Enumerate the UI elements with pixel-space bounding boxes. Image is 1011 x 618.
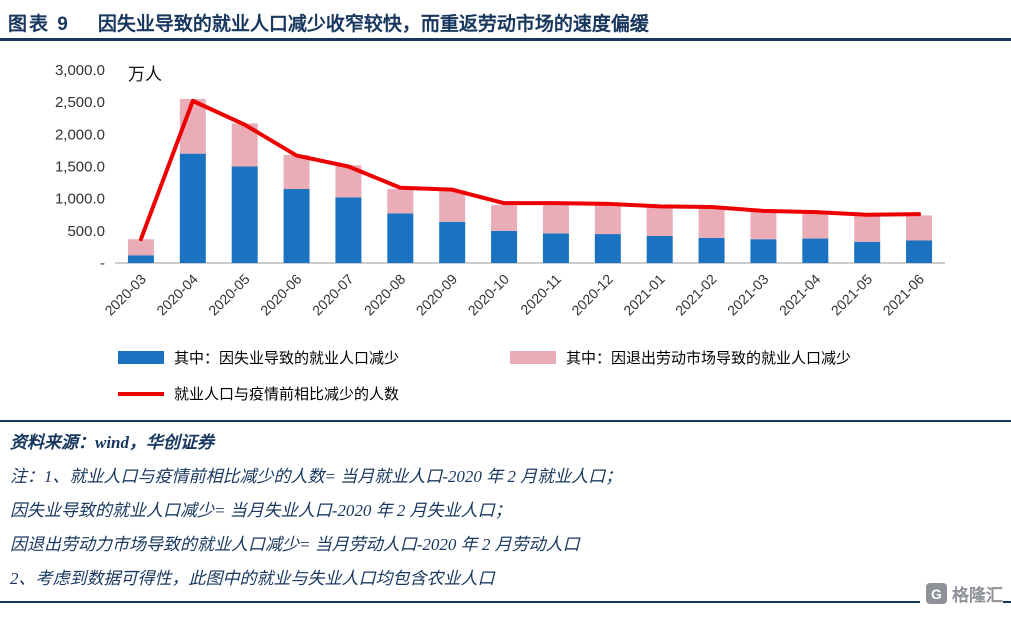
- svg-text:2021-06: 2021-06: [880, 271, 928, 319]
- svg-text:2021-05: 2021-05: [828, 271, 876, 319]
- chart-legend: 其中：因失业导致的就业人口减少 其中：因退出劳动市场导致的就业人口减少 就业人口…: [118, 347, 958, 419]
- legend-swatch-red-line: [118, 391, 164, 396]
- gelonghui-logo-icon: G: [926, 583, 947, 604]
- legend-item-total-decline-line: 就业人口与疫情前相比减少的人数: [118, 383, 399, 404]
- svg-text:2020-12: 2020-12: [568, 271, 616, 319]
- legend-label: 其中：因失业导致的就业人口减少: [174, 350, 400, 367]
- svg-text:2020-05: 2020-05: [205, 271, 253, 319]
- legend-row-2: 就业人口与疫情前相比减少的人数: [118, 383, 958, 404]
- y-axis-unit-label: 万人: [128, 65, 162, 84]
- svg-text:2020-03: 2020-03: [101, 271, 149, 319]
- chart-footer-divider: [0, 420, 1011, 422]
- svg-text:3,000.0: 3,000.0: [55, 62, 105, 79]
- chart-title-text: 因失业导致的就业人口减少收窄较快，而重返劳动市场的速度偏缓: [97, 14, 649, 35]
- svg-text:1,500.0: 1,500.0: [55, 159, 105, 176]
- svg-text:1,000.0: 1,000.0: [55, 191, 105, 208]
- svg-text:2,500.0: 2,500.0: [55, 94, 105, 111]
- note-line: 因失业导致的就业人口减少= 当月失业人口-2020 年 2 月失业人口；: [10, 501, 512, 520]
- svg-text:2020-04: 2020-04: [153, 271, 201, 319]
- legend-label: 就业人口与疫情前相比减少的人数: [174, 386, 400, 403]
- legend-row-1: 其中：因失业导致的就业人口减少 其中：因退出劳动市场导致的就业人口减少: [118, 347, 958, 368]
- svg-text:2020-11: 2020-11: [517, 271, 564, 318]
- svg-text:2020-10: 2020-10: [465, 271, 513, 319]
- svg-text:2,000.0: 2,000.0: [55, 126, 105, 143]
- note-line: 因退出劳动力市场导致的就业人口减少= 当月劳动人口-2020 年 2 月劳动人口: [10, 535, 580, 554]
- svg-text:2021-03: 2021-03: [724, 271, 772, 319]
- legend-label: 其中：因退出劳动市场导致的就业人口减少: [566, 350, 852, 367]
- svg-text:2020-08: 2020-08: [361, 271, 409, 319]
- svg-text:2020-07: 2020-07: [309, 271, 357, 319]
- title-divider: [0, 38, 1011, 41]
- svg-text:2020-06: 2020-06: [257, 271, 305, 319]
- legend-item-exit-labor-market: 其中：因退出劳动市场导致的就业人口减少: [510, 347, 851, 368]
- legend-swatch-pink-bar: [510, 351, 556, 364]
- svg-text:2021-01: 2021-01: [620, 271, 668, 319]
- gelonghui-logo-text: 格隆汇: [952, 586, 1003, 605]
- note-line: 2、考虑到数据可得性，此图中的就业与失业人口均包含农业人口: [10, 569, 495, 588]
- data-source-line: 资料来源：wind，华创证券: [10, 433, 215, 452]
- bottom-divider: [0, 601, 1011, 603]
- note-line: 注：1、就业人口与疫情前相比减少的人数= 当月就业人口-2020 年 2 月就业…: [10, 467, 623, 486]
- legend-swatch-blue-bar: [118, 351, 164, 364]
- svg-text:2020-09: 2020-09: [413, 271, 461, 319]
- legend-item-unemployment: 其中：因失业导致的就业人口减少: [118, 347, 510, 368]
- gelonghui-logo: G 格隆汇: [920, 581, 1003, 606]
- footnotes: 资料来源：wind，华创证券 注：1、就业人口与疫情前相比减少的人数= 当月就业…: [10, 426, 1001, 596]
- page-title: 图表 9 因失业导致的就业人口减少收窄较快，而重返劳动市场的速度偏缓: [8, 9, 1003, 36]
- stacked-bar-line-chart: 3,000.0 2,500.0 2,000.0 1,500.0 1,000.0 500.0…: [55, 62, 945, 319]
- svg-text:2021-04: 2021-04: [776, 271, 824, 319]
- svg-text:-: -: [100, 255, 105, 272]
- svg-text:500.0: 500.0: [67, 223, 105, 240]
- chart-number: 图表 9: [8, 14, 70, 35]
- svg-text:2021-02: 2021-02: [672, 271, 720, 319]
